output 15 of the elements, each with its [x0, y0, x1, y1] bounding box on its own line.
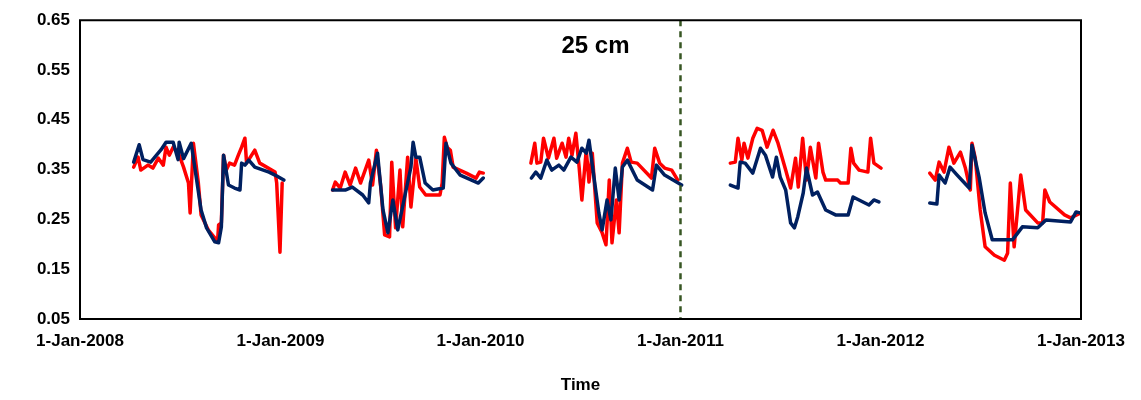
x-tick-label: 1-Jan-2009 [236, 330, 325, 350]
text: 25 cm [561, 30, 630, 58]
x-tick-label: 1-Jan-2010 [436, 330, 525, 350]
x-tick-label: 1-Jan-2011 [637, 330, 724, 350]
y-tick-label: 0.65 [36, 9, 70, 29]
y-tick-label: 0.45 [36, 109, 70, 129]
x-tick-label: 1-Jan-2013 [1037, 330, 1125, 350]
y-tick-label: 0.35 [36, 159, 70, 179]
y-tick-label: 0.05 [36, 308, 70, 328]
x-tick-label: 1-Jan-2008 [36, 330, 124, 350]
y-tick-label: 0.25 [36, 209, 70, 229]
y-tick-label: 0.55 [36, 59, 70, 79]
x-tick-label: 1-Jan-2012 [836, 330, 925, 350]
y-tick-label: 0.15 [36, 258, 70, 278]
x-axis-title: Time [560, 375, 601, 395]
